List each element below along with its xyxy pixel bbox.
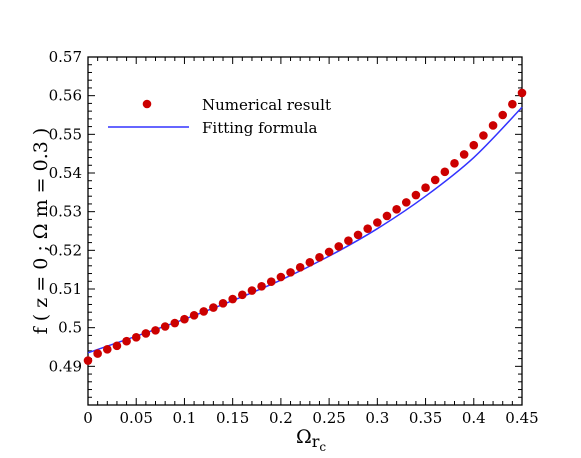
numerical-result-point <box>382 211 392 221</box>
numerical-result-point <box>160 322 170 331</box>
legend-label-fitting: Fitting formula <box>202 119 318 137</box>
numerical-result-point <box>373 218 382 227</box>
numerical-result-point <box>131 333 141 342</box>
y-tick-label: 0.57 <box>49 48 82 66</box>
numerical-result-point <box>83 356 93 365</box>
numerical-result-point <box>141 329 151 338</box>
numerical-result-point <box>102 345 112 354</box>
numerical-result-point <box>266 277 276 286</box>
numerical-result-point <box>459 150 469 159</box>
numerical-result-point <box>295 263 305 272</box>
numerical-result-point <box>324 247 334 257</box>
x-tick-label: 0.35 <box>409 409 442 427</box>
numerical-result-point <box>450 159 459 168</box>
x-tick-label: 0.45 <box>505 409 538 427</box>
plot-frame <box>87 56 523 406</box>
y-tick-label: 0.52 <box>49 241 82 259</box>
fitting-formula-line <box>87 106 523 354</box>
numerical-result-point <box>353 230 363 240</box>
numerical-result-point <box>209 303 218 312</box>
y-tick-label: 0.49 <box>49 357 82 375</box>
numerical-result-point <box>170 318 180 328</box>
x-tick-label: 0 <box>83 409 93 427</box>
numerical-result-point <box>421 183 430 192</box>
numerical-result-point <box>257 281 266 291</box>
y-tick-label: 0.5 <box>58 319 82 337</box>
numerical-result-point <box>517 88 527 98</box>
numerical-result-point <box>228 294 237 304</box>
numerical-result-point <box>180 314 189 324</box>
x-tick-label: 0.4 <box>462 409 486 427</box>
x-axis-title-sub: r <box>312 432 320 451</box>
numerical-result-point <box>218 299 228 308</box>
numerical-result-point <box>93 349 102 358</box>
y-tick-label: 0.54 <box>49 164 82 182</box>
numerical-result-point <box>344 236 353 245</box>
numerical-result-layer <box>83 88 527 365</box>
y-tick-label: 0.56 <box>49 87 82 105</box>
y-axis-title: f ( z = 0 ; Ω m = 0.3 ) <box>30 128 52 335</box>
axis-tick-labels: 0 0.05 0.1 0.15 0.2 0.25 0.3 0.35 0.4 0.45 0.49 0.5… <box>49 48 539 427</box>
x-tick-label: 0.15 <box>216 409 249 427</box>
numerical-result-point <box>238 290 247 300</box>
numerical-result-point <box>305 258 315 267</box>
numerical-result-point <box>334 242 344 251</box>
numerical-result-point <box>247 286 257 295</box>
x-tick-label: 0.25 <box>312 409 345 427</box>
numerical-result-point <box>189 310 199 320</box>
x-axis-title-main: Ω <box>296 426 312 448</box>
numerical-result-point <box>199 307 209 316</box>
legend: Numerical result Fitting formula <box>108 96 331 137</box>
numerical-result-point <box>488 121 498 130</box>
fitting-formula-layer <box>87 106 523 354</box>
numerical-result-point <box>508 99 517 109</box>
numerical-result-point <box>430 175 440 185</box>
numerical-result-point <box>401 198 411 207</box>
x-axis-title-subsub: c <box>319 440 326 454</box>
numerical-result-point <box>286 268 295 277</box>
numerical-result-point <box>151 326 160 335</box>
numerical-result-point <box>315 252 324 262</box>
legend-label-numerical: Numerical result <box>202 96 331 114</box>
x-axis-title: Ωrc <box>296 426 326 454</box>
numerical-result-point <box>440 167 450 177</box>
numerical-result-point <box>363 224 372 233</box>
numerical-result-point <box>411 190 421 200</box>
x-tick-label: 0.05 <box>120 409 153 427</box>
x-tick-label: 0.1 <box>173 409 197 427</box>
numerical-result-point <box>469 140 479 150</box>
numerical-result-point <box>122 336 131 346</box>
y-tick-label: 0.51 <box>49 280 82 298</box>
numerical-result-point <box>392 205 401 214</box>
y-tick-label: 0.53 <box>49 203 82 221</box>
numerical-result-point <box>276 272 286 282</box>
numerical-result-point <box>479 131 488 140</box>
legend-marker-numerical <box>142 99 152 109</box>
x-tick-label: 0.2 <box>269 409 293 427</box>
numerical-result-point <box>498 110 508 120</box>
numerical-result-point <box>112 341 122 351</box>
x-tick-label: 0.3 <box>365 409 389 427</box>
y-tick-label: 0.55 <box>49 125 82 143</box>
